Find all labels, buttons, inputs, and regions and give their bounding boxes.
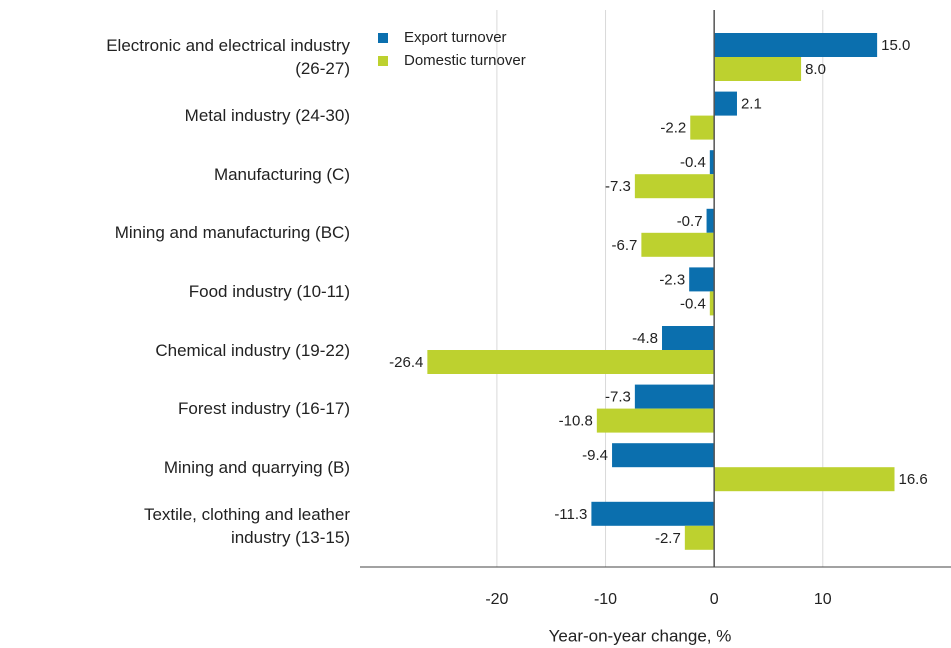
x-tick-label: -20 [485, 591, 508, 608]
category-text: Food industry (10-11) [188, 281, 350, 301]
category-label: Manufacturing (C) [4, 146, 350, 202]
category-label: Food industry (10-11) [4, 263, 350, 319]
bar [634, 174, 715, 199]
category-label: Textile, clothing and leather industry (… [4, 498, 350, 554]
category-text: Mining and manufacturing (BC) [114, 223, 350, 243]
value-label: 8.0 [805, 61, 826, 78]
value-label: -10.8 [559, 413, 593, 430]
value-label: -9.4 [582, 447, 608, 464]
value-label: -6.7 [612, 237, 638, 254]
x-axis-title: Year-on-year change, % [549, 626, 732, 645]
value-label: -7.3 [605, 178, 631, 195]
bar [427, 350, 715, 374]
category-text: Chemical industry (19-22) [155, 340, 350, 360]
value-label: -2.3 [659, 271, 685, 288]
bar [689, 267, 715, 292]
value-label: -7.3 [605, 389, 631, 406]
bar [709, 291, 715, 316]
value-label: -26.4 [389, 354, 423, 371]
bar [641, 232, 715, 257]
value-label: -0.4 [680, 295, 706, 312]
legend-label: Domestic turnover [404, 52, 526, 69]
category-label: Chemical industry (19-22) [4, 322, 350, 378]
category-text: Forest industry (16-17) [178, 399, 350, 419]
x-tick-label: -10 [594, 591, 617, 608]
value-label: -0.4 [680, 154, 706, 171]
value-label: -2.2 [660, 120, 686, 137]
bar [714, 57, 802, 81]
x-tick-label: 10 [814, 591, 832, 608]
value-label: -11.3 [554, 506, 587, 523]
bar [709, 150, 715, 175]
bar [612, 443, 715, 468]
value-label: -4.8 [632, 330, 658, 347]
category-text: Metal industry (24-30) [184, 106, 350, 126]
bar [596, 408, 715, 433]
bar [591, 501, 715, 526]
value-label: -0.7 [677, 213, 703, 230]
category-label: Mining and quarrying (B) [4, 439, 350, 495]
bar [662, 326, 715, 350]
value-label: 16.6 [899, 471, 928, 488]
category-text: Textile, clothing and leather industry (… [143, 504, 350, 547]
bar [714, 33, 878, 57]
bar [714, 91, 737, 116]
bar [714, 467, 895, 492]
legend-swatch [378, 56, 388, 66]
category-text: Mining and quarrying (B) [163, 457, 350, 477]
bar [706, 208, 715, 233]
value-label: -2.7 [655, 530, 681, 547]
category-text: Manufacturing (C) [213, 164, 350, 184]
x-tick-label: 0 [710, 591, 719, 608]
category-text: Electronic and electrical industry (26-2… [106, 36, 350, 78]
value-label: 15.0 [881, 37, 910, 54]
category-label: Electronic and electrical industry (26-2… [4, 29, 350, 85]
category-label: Metal industry (24-30) [4, 88, 350, 144]
category-label: Mining and manufacturing (BC) [4, 205, 350, 261]
bar [634, 384, 715, 409]
value-label: 2.1 [741, 96, 762, 113]
bar [684, 525, 715, 550]
category-label: Forest industry (16-17) [4, 381, 350, 437]
legend-swatch [378, 33, 388, 43]
legend-label: Export turnover [404, 29, 507, 46]
bar [690, 115, 715, 140]
